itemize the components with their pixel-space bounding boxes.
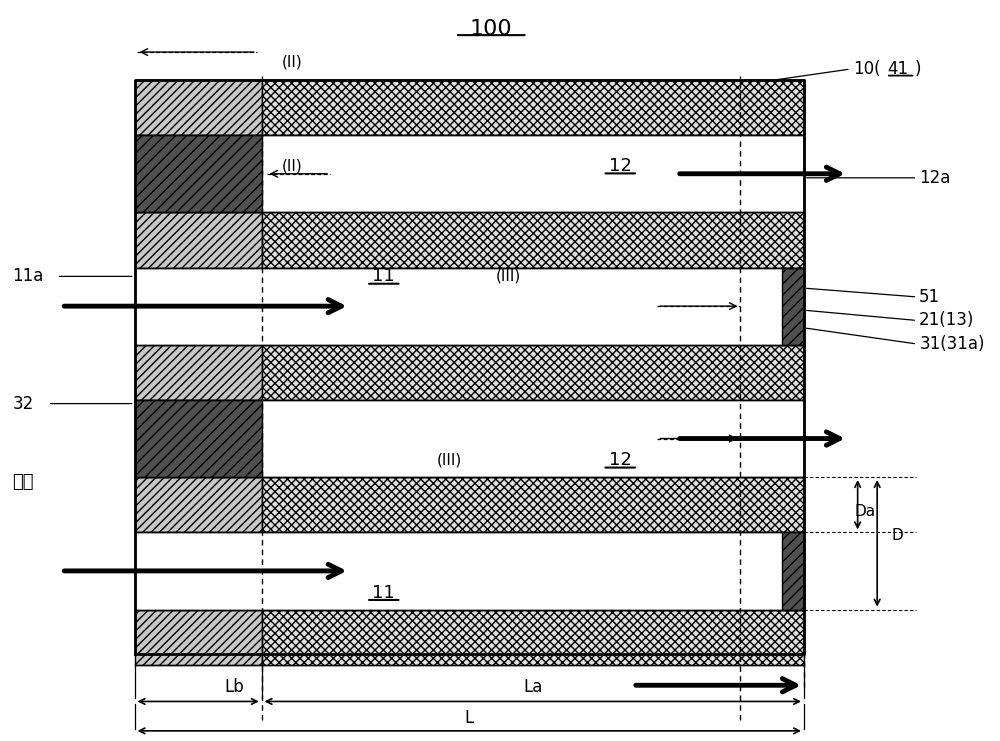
- Text: 51: 51: [919, 288, 940, 306]
- Text: (III): (III): [496, 269, 521, 284]
- Text: 11a: 11a: [13, 268, 44, 285]
- Bar: [135, 345, 262, 400]
- Bar: [135, 400, 804, 477]
- Bar: [262, 610, 804, 665]
- Text: 31(31a): 31(31a): [919, 335, 985, 353]
- Text: 41: 41: [887, 60, 908, 78]
- Bar: [135, 135, 804, 213]
- Bar: [135, 610, 262, 665]
- Bar: [262, 213, 804, 268]
- Bar: [262, 345, 804, 400]
- Bar: [135, 213, 262, 268]
- Text: 10(: 10(: [853, 60, 880, 78]
- Bar: [135, 135, 262, 213]
- Text: 32: 32: [13, 395, 34, 413]
- Text: 气流: 气流: [13, 473, 34, 491]
- Text: 100: 100: [470, 19, 513, 39]
- Text: 21(13): 21(13): [919, 311, 975, 330]
- Text: (III): (III): [437, 453, 462, 468]
- Bar: [782, 268, 804, 345]
- Bar: [262, 477, 804, 532]
- Text: 12: 12: [609, 451, 632, 469]
- Text: 12a: 12a: [919, 169, 951, 187]
- Bar: [782, 532, 804, 610]
- Text: 12: 12: [609, 157, 632, 175]
- Text: Da: Da: [855, 504, 876, 519]
- Bar: [135, 80, 262, 135]
- Text: (II): (II): [282, 159, 303, 173]
- Text: ): ): [914, 60, 921, 78]
- Text: D: D: [892, 528, 904, 543]
- Bar: [135, 532, 804, 610]
- Text: (II): (II): [282, 55, 303, 70]
- Bar: [262, 80, 804, 135]
- Bar: [135, 400, 262, 477]
- Bar: [135, 477, 262, 532]
- Bar: [135, 268, 804, 345]
- Text: Lb: Lb: [224, 678, 244, 696]
- Text: 11: 11: [372, 268, 395, 285]
- Text: L: L: [464, 708, 473, 727]
- Text: 11: 11: [372, 584, 395, 602]
- Text: La: La: [524, 678, 543, 696]
